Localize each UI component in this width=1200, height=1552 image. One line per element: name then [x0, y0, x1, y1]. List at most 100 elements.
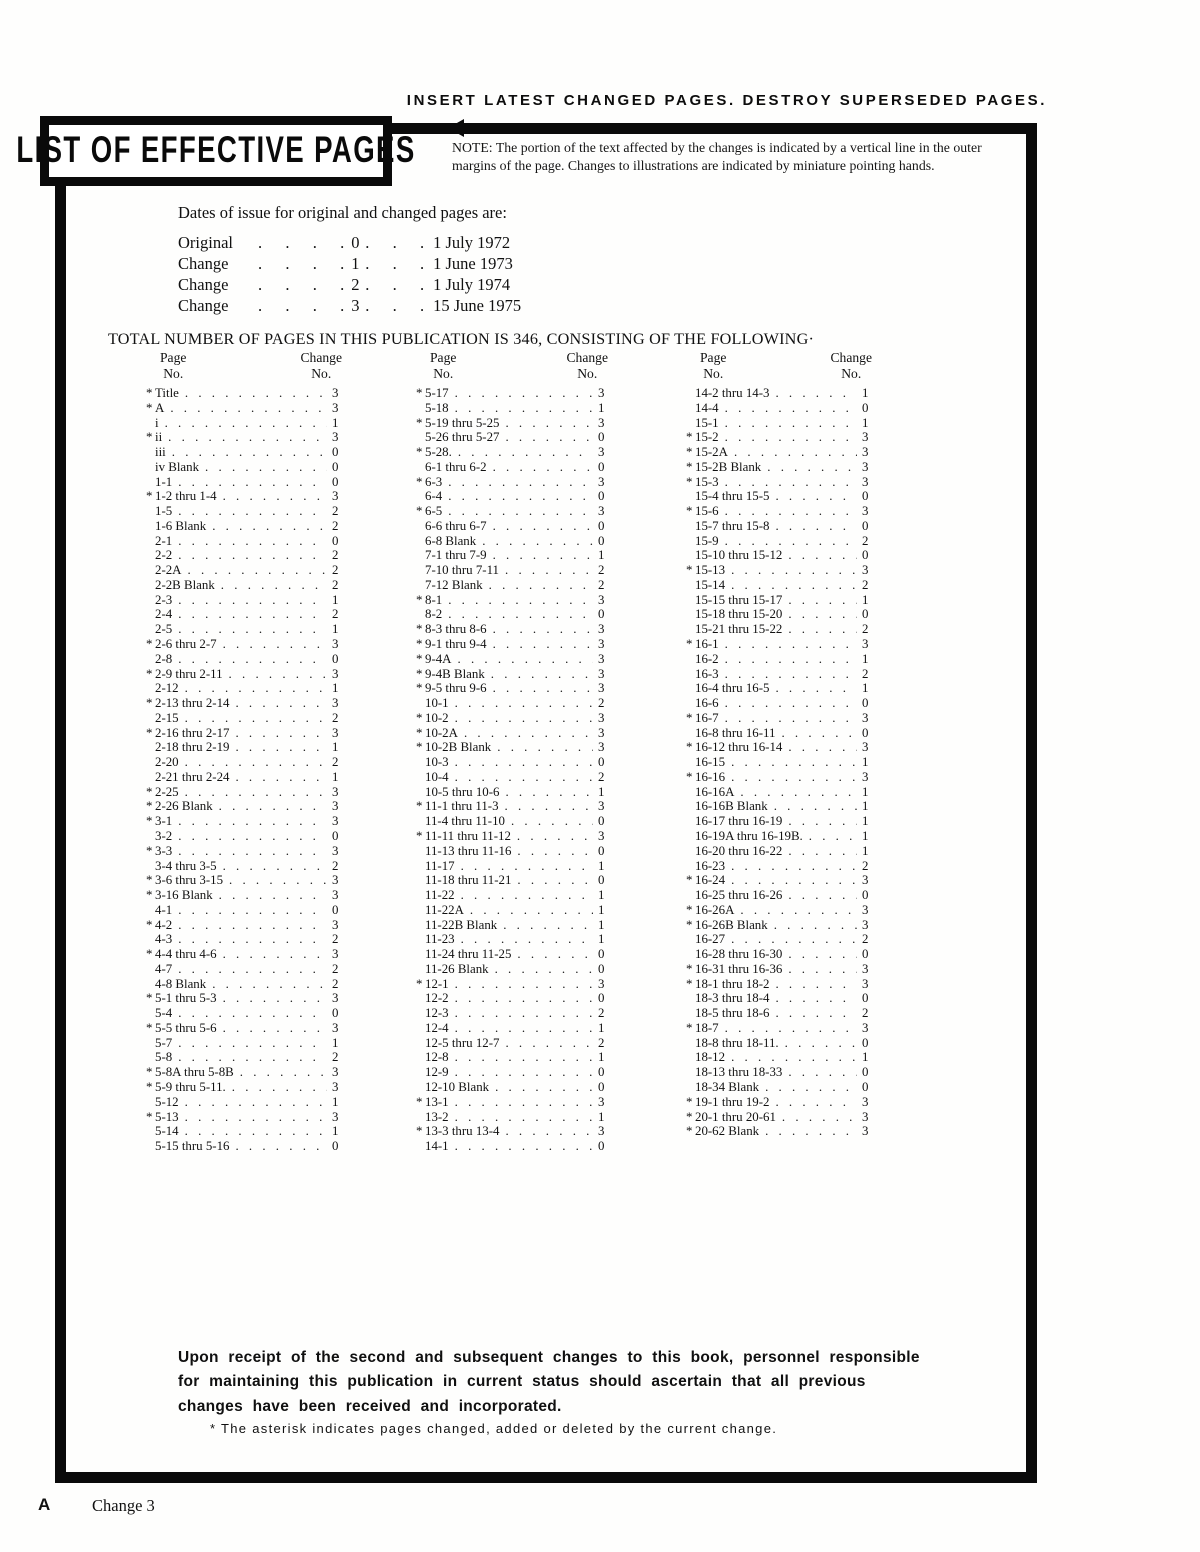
page-entry-row: *15-2A. . . . . . . . . . . . . . . . . …: [686, 445, 869, 460]
page-entry-row: *4-4 thru 4-6. . . . . . . . . . . . . .…: [146, 947, 339, 962]
page-entry-row: 5-14. . . . . . . . . . . . . . . . . . …: [155, 1124, 339, 1139]
issue-date-line: Change. . . .2. . .1 July 1974: [178, 275, 511, 294]
page-entry-row: 5-4. . . . . . . . . . . . . . . . . . .…: [155, 1006, 339, 1021]
page-entry-row: *6-5. . . . . . . . . . . . . . . . . . …: [416, 504, 605, 519]
page-entry-row: *15-13. . . . . . . . . . . . . . . . . …: [686, 563, 869, 578]
page-entry-row: 16-8 thru 16-11. . . . . . . . . . . . .…: [695, 725, 869, 740]
issue-date-line: Original. . . .0. . .1 July 1972: [178, 233, 511, 252]
page-entry-row: *20-62 Blank. . . . . . . . . . . . . . …: [686, 1124, 869, 1139]
page-entry-row: 6-4. . . . . . . . . . . . . . . . . . .…: [425, 489, 605, 504]
page-entry-row: 2-1. . . . . . . . . . . . . . . . . . .…: [155, 533, 339, 548]
page-entry-row: *11-11 thru 11-12. . . . . . . . . . . .…: [416, 828, 605, 843]
page-entry-row: 11-26 Blank. . . . . . . . . . . . . . .…: [425, 961, 605, 976]
page-entry-row: 16-6. . . . . . . . . . . . . . . . . . …: [695, 696, 869, 711]
page-entry-row: 7-12 Blank. . . . . . . . . . . . . . . …: [425, 577, 605, 592]
border-frame: [55, 123, 1037, 1483]
page-entry-row: *2-25. . . . . . . . . . . . . . . . . .…: [146, 784, 339, 799]
page-entry-row: 11-13 thru 11-16. . . . . . . . . . . . …: [425, 843, 605, 858]
page-entry-row: 12-2. . . . . . . . . . . . . . . . . . …: [425, 991, 605, 1006]
page-entry-row: *1-2 thru 1-4. . . . . . . . . . . . . .…: [146, 489, 339, 504]
page-entry-row: *5-8A thru 5-8B. . . . . . . . . . . . .…: [146, 1065, 339, 1080]
page-entry-row: 6-8 Blank. . . . . . . . . . . . . . . .…: [425, 533, 605, 548]
page-entry-row: 12-8. . . . . . . . . . . . . . . . . . …: [425, 1050, 605, 1065]
page-entry-row: 2-15. . . . . . . . . . . . . . . . . . …: [155, 710, 339, 725]
page-list-column-2: Page No. Change No. * 5-17. . . . . . . . . .…: [416, 350, 610, 1154]
page-entry-row: *16-24. . . . . . . . . . . . . . . . . …: [686, 873, 869, 888]
page-entry-row: 12-3. . . . . . . . . . . . . . . . . . …: [425, 1006, 605, 1021]
page-entry-row: 11-22. . . . . . . . . . . . . . . . . .…: [425, 888, 605, 903]
dates-intro: Dates of issue for original and changed …: [178, 203, 507, 222]
asterisk-footnote: * The asterisk indicates pages changed, …: [210, 1421, 778, 1436]
page-entry-row: 11-18 thru 11-21. . . . . . . . . . . . …: [425, 873, 605, 888]
page-entry-row: *2-9 thru 2-11. . . . . . . . . . . . . …: [146, 666, 339, 681]
change-no-header: Change No.: [830, 350, 872, 381]
page-entry-row: 5-8. . . . . . . . . . . . . . . . . . .…: [155, 1050, 339, 1065]
page-entry-row: *A. . . . . . . . . . . . . . . . . . . …: [146, 400, 339, 415]
page-list-column-1: Page No. Change No. * Title. . . . . . . . . …: [146, 350, 344, 1154]
page-entry-row: *15-6. . . . . . . . . . . . . . . . . .…: [686, 504, 869, 519]
page-entry-row: i. . . . . . . . . . . . . . . . . . . .…: [155, 415, 339, 430]
page-entry-row: 5-7. . . . . . . . . . . . . . . . . . .…: [155, 1035, 339, 1050]
page-entry-row: *13-3 thru 13-4. . . . . . . . . . . . .…: [416, 1124, 605, 1139]
page-entry-row: *Title. . . . . . . . . . . . . . . . . …: [146, 386, 339, 400]
page-entry-row: 12-10 Blank. . . . . . . . . . . . . . .…: [425, 1079, 605, 1094]
page-entry-row: 18-12. . . . . . . . . . . . . . . . . .…: [695, 1050, 869, 1065]
page-entry-row: 12-4. . . . . . . . . . . . . . . . . . …: [425, 1020, 605, 1035]
page-entry-row: *8-3 thru 8-6. . . . . . . . . . . . . .…: [416, 622, 605, 637]
column-headers: Page No. Change No.: [686, 350, 874, 382]
page-no-header: Page No.: [430, 350, 457, 381]
page-entry-row: 10-3. . . . . . . . . . . . . . . . . . …: [425, 755, 605, 770]
frame-arrow-decoration: [448, 119, 464, 137]
page-entry-row: 3-2. . . . . . . . . . . . . . . . . . .…: [155, 828, 339, 843]
receipt-paragraph: Upon receipt of the second and subsequen…: [178, 1349, 920, 1415]
page-entry-row: 14-2 thru 14-3. . . . . . . . . . . . . …: [695, 386, 869, 400]
page-entry-row: 2-5. . . . . . . . . . . . . . . . . . .…: [155, 622, 339, 637]
page-entry-row: *16-1. . . . . . . . . . . . . . . . . .…: [686, 637, 869, 652]
page-entry-row: *3-1. . . . . . . . . . . . . . . . . . …: [146, 814, 339, 829]
page-entry-row: 16-28 thru 16-30. . . . . . . . . . . . …: [695, 947, 869, 962]
page-entry-row: 4-7. . . . . . . . . . . . . . . . . . .…: [155, 961, 339, 976]
page-entry-row: 15-21 thru 15-22. . . . . . . . . . . . …: [695, 622, 869, 637]
page-entry-row: 2-2B Blank. . . . . . . . . . . . . . . …: [155, 577, 339, 592]
page-entry-row: 6-6 thru 6-7. . . . . . . . . . . . . . …: [425, 518, 605, 533]
page-entry-row: *19-1 thru 19-2. . . . . . . . . . . . .…: [686, 1094, 869, 1109]
page-entry-row: 1-6 Blank. . . . . . . . . . . . . . . .…: [155, 518, 339, 533]
page-entry-row: *2-16 thru 2-17. . . . . . . . . . . . .…: [146, 725, 339, 740]
column-headers: Page No. Change No.: [146, 350, 344, 382]
page-entry-row: 10-4. . . . . . . . . . . . . . . . . . …: [425, 769, 605, 784]
page-entry-row: 15-1. . . . . . . . . . . . . . . . . . …: [695, 415, 869, 430]
page-entry-row: 16-2. . . . . . . . . . . . . . . . . . …: [695, 651, 869, 666]
page-entry-row: 10-5 thru 10-6. . . . . . . . . . . . . …: [425, 784, 605, 799]
total-pages-line: TOTAL NUMBER OF PAGES IN THIS PUBLICATIO…: [108, 330, 815, 348]
page-entry-row: 16-4 thru 16-5. . . . . . . . . . . . . …: [695, 681, 869, 696]
page-entry-row: 16-20 thru 16-22. . . . . . . . . . . . …: [695, 843, 869, 858]
page-entry-row: 2-21 thru 2-24. . . . . . . . . . . . . …: [155, 769, 339, 784]
page-entry-row: 15-18 thru 15-20. . . . . . . . . . . . …: [695, 607, 869, 622]
page-entry-row: 8-2. . . . . . . . . . . . . . . . . . .…: [425, 607, 605, 622]
page-entry-row: 2-3. . . . . . . . . . . . . . . . . . .…: [155, 592, 339, 607]
page-entry-row: 14-4. . . . . . . . . . . . . . . . . . …: [695, 400, 869, 415]
page-entry-row: 2-4. . . . . . . . . . . . . . . . . . .…: [155, 607, 339, 622]
page-entry-row: 13-2. . . . . . . . . . . . . . . . . . …: [425, 1109, 605, 1124]
page-entry-row: 2-2. . . . . . . . . . . . . . . . . . .…: [155, 548, 339, 563]
page-entry-row: 1-1. . . . . . . . . . . . . . . . . . .…: [155, 474, 339, 489]
page-entry-row: 15-15 thru 15-17. . . . . . . . . . . . …: [695, 592, 869, 607]
page-entry-row: 18-13 thru 18-33. . . . . . . . . . . . …: [695, 1065, 869, 1080]
page-entry-row: 15-9. . . . . . . . . . . . . . . . . . …: [695, 533, 869, 548]
page-entry-row: 16-15. . . . . . . . . . . . . . . . . .…: [695, 755, 869, 770]
page-entry-row: *9-4A. . . . . . . . . . . . . . . . . .…: [416, 651, 605, 666]
page-entry-row: *5-5 thru 5-6. . . . . . . . . . . . . .…: [146, 1020, 339, 1035]
page-entry-row: 5-26 thru 5-27. . . . . . . . . . . . . …: [425, 430, 605, 445]
page-entry-row: *16-12 thru 16-14. . . . . . . . . . . .…: [686, 740, 869, 755]
page-entry-row: 2-2A. . . . . . . . . . . . . . . . . . …: [155, 563, 339, 578]
page-entry-row: 3-4 thru 3-5. . . . . . . . . . . . . . …: [155, 858, 339, 873]
page-entry-row: 5-12. . . . . . . . . . . . . . . . . . …: [155, 1094, 339, 1109]
page-entry-row: 16-27. . . . . . . . . . . . . . . . . .…: [695, 932, 869, 947]
page-no-header: Page No.: [700, 350, 727, 381]
page-entry-row: 18-3 thru 18-4. . . . . . . . . . . . . …: [695, 991, 869, 1006]
page-entry-row: 15-10 thru 15-12. . . . . . . . . . . . …: [695, 548, 869, 563]
page-entry-row: *18-1 thru 18-2. . . . . . . . . . . . .…: [686, 976, 869, 991]
page-entry-row: *5-19 thru 5-25. . . . . . . . . . . . .…: [416, 415, 605, 430]
page-entry-row: 10-1. . . . . . . . . . . . . . . . . . …: [425, 696, 605, 711]
